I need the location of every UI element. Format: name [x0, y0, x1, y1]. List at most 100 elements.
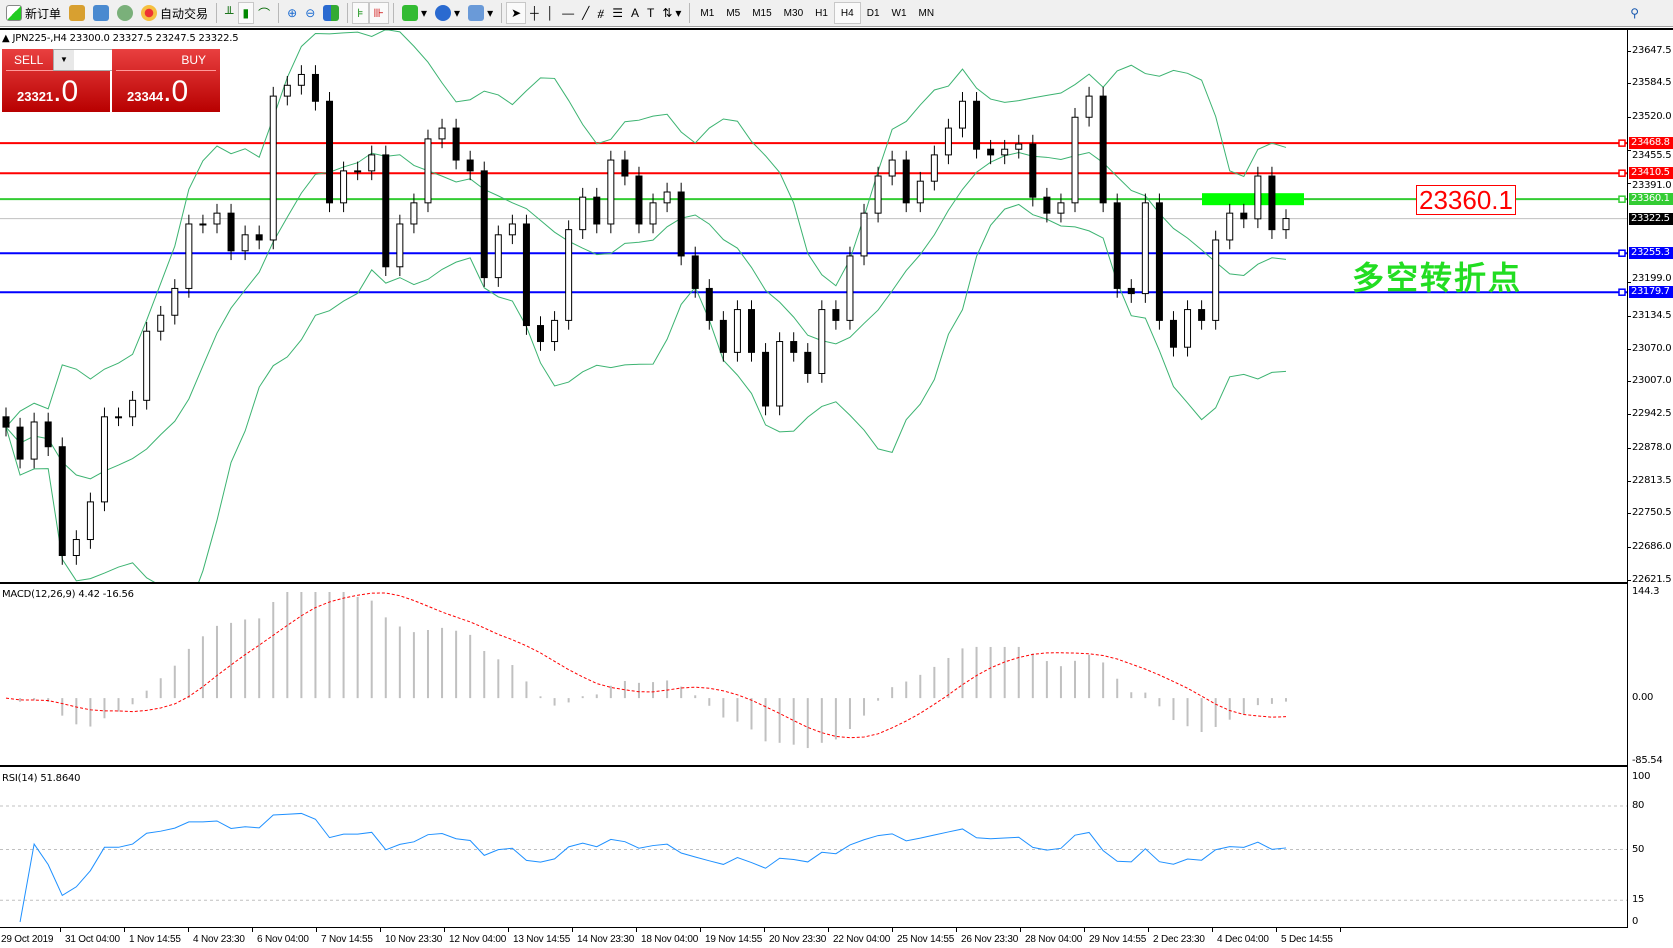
- text-label-button[interactable]: T: [643, 2, 658, 24]
- separator: [216, 3, 218, 23]
- rsi-pane[interactable]: [0, 769, 1627, 928]
- signals-icon: [117, 5, 134, 21]
- level-line-handle: [1618, 139, 1626, 147]
- templates-button[interactable]: ▾: [464, 2, 497, 24]
- candle-bear: [326, 100, 334, 204]
- macd-chart: [5, 592, 1287, 749]
- time-label: 22 Nov 04:00: [833, 934, 891, 945]
- candle-bear: [719, 319, 727, 353]
- time-label: 6 Nov 04:00: [257, 934, 309, 945]
- history-button[interactable]: [89, 2, 113, 24]
- time-tick: [892, 928, 893, 932]
- candlestick-button[interactable]: ▮: [237, 2, 255, 24]
- separator: [689, 3, 691, 23]
- level-line-handle: [1618, 169, 1626, 177]
- timeframe-h4[interactable]: H4: [833, 2, 861, 24]
- price-tick-label: 22813.5: [1632, 475, 1672, 486]
- candle-bull: [100, 416, 108, 503]
- time-tick: [764, 928, 765, 932]
- candle-bull: [340, 170, 348, 204]
- lot-decrease-button[interactable]: ▼: [54, 50, 74, 70]
- candle-bull: [1254, 175, 1262, 220]
- fibonacci-button[interactable]: ⧣: [593, 2, 608, 24]
- fibonacci-fan-icon: ☰: [612, 6, 623, 20]
- timeframe-h1[interactable]: H1: [815, 7, 828, 19]
- timeframe-m5[interactable]: M5: [726, 7, 741, 19]
- bollinger-middle: [5, 151, 1287, 480]
- bar-chart-button[interactable]: ╨: [221, 2, 238, 24]
- candle-bear: [832, 309, 840, 321]
- candle-bull: [1057, 202, 1065, 214]
- zoom-out-button[interactable]: ⊖: [301, 2, 319, 24]
- timeframe-mn[interactable]: MN: [918, 7, 935, 19]
- navigator-button[interactable]: [65, 2, 89, 24]
- candle-bear: [621, 159, 629, 177]
- macd-scale-label: 0.00: [1632, 692, 1654, 704]
- candle-bear: [311, 73, 319, 102]
- candle-bull: [846, 255, 854, 321]
- macd-signal-line: [5, 592, 1287, 739]
- buy-price-pips: .0: [163, 75, 189, 108]
- cursor-button[interactable]: ➤: [506, 2, 527, 24]
- macd-pane[interactable]: [0, 586, 1627, 767]
- zoom-in-button[interactable]: ⊕: [283, 2, 301, 24]
- time-tick: [1212, 928, 1213, 932]
- new-order-button[interactable]: 新订单: [2, 2, 65, 24]
- candle-bear: [790, 341, 798, 353]
- candle-bull: [30, 421, 38, 460]
- candle-bear: [762, 351, 770, 407]
- one-click-trading-panel: SELL 23321.0 ▼ 1.00 ▲ BUY 23344.0: [2, 49, 220, 112]
- pivot-zone-box: [1202, 193, 1304, 206]
- trendline-button[interactable]: ╱: [578, 2, 593, 24]
- arrows-button[interactable]: ⇅ ▾: [662, 6, 682, 20]
- timeframe-d1[interactable]: D1: [866, 7, 880, 19]
- auto-trading-button[interactable]: 自动交易: [137, 2, 212, 24]
- time-label: 18 Nov 04:00: [641, 934, 699, 945]
- bollinger-lower: [5, 203, 1287, 582]
- price-annotation[interactable]: 23360.1: [1416, 185, 1516, 215]
- candle-bull: [199, 223, 207, 226]
- candle-bear: [452, 127, 460, 161]
- timeframe-m30[interactable]: M30: [783, 7, 804, 19]
- vertical-line-button[interactable]: │: [543, 2, 559, 24]
- candle-bear: [227, 212, 235, 252]
- price-tick: [1627, 282, 1631, 284]
- text-icon: A: [630, 6, 639, 20]
- candle-bull: [1001, 148, 1009, 156]
- price-axis: [1627, 30, 1628, 928]
- macd-scale-label: 144.3: [1632, 586, 1660, 597]
- indicators-button[interactable]: ▾: [398, 2, 431, 24]
- price-tick-label: 22686.0: [1632, 540, 1672, 552]
- chart-shift-button[interactable]: ⊪: [368, 2, 389, 24]
- line-chart-button[interactable]: ⌒: [254, 2, 274, 24]
- candle-bull: [72, 539, 80, 557]
- tile-windows-button[interactable]: [319, 2, 343, 24]
- price-tick-label: 22750.5: [1632, 507, 1672, 519]
- fibonacci-fan-button[interactable]: ☰: [608, 2, 627, 24]
- candle-bear: [1127, 287, 1135, 295]
- timeframe-m15[interactable]: M15: [752, 7, 772, 19]
- main-chart-pane[interactable]: [0, 30, 1627, 584]
- horizontal-line-button[interactable]: —: [558, 2, 578, 24]
- candle-bull: [297, 73, 305, 86]
- text-button[interactable]: A: [627, 2, 643, 24]
- candle-bear: [1268, 175, 1276, 231]
- candle-bull: [930, 154, 938, 182]
- timeframe-m1[interactable]: M1: [700, 7, 715, 19]
- candle-bear: [1029, 143, 1037, 198]
- periods-button[interactable]: ▾: [431, 2, 464, 24]
- price-tick-label: 23199.0: [1632, 273, 1672, 285]
- timeframe-w1[interactable]: W1: [891, 7, 907, 19]
- buy-button[interactable]: BUY 23344.0: [112, 49, 220, 112]
- search-button[interactable]: ⚲: [1626, 2, 1643, 24]
- signals-button[interactable]: [113, 2, 137, 24]
- auto-scroll-button[interactable]: ⊧: [352, 2, 369, 24]
- price-tick: [1627, 116, 1631, 118]
- candle-bear: [1198, 309, 1206, 321]
- rsi-chart: [0, 805, 1627, 923]
- time-tick: [124, 928, 125, 932]
- rsi-scale-label: 0: [1632, 916, 1639, 927]
- crosshair-button[interactable]: ┼: [526, 2, 543, 24]
- pivot-annotation-text[interactable]: 多空转折点: [1352, 259, 1523, 297]
- candle-bear: [635, 175, 643, 225]
